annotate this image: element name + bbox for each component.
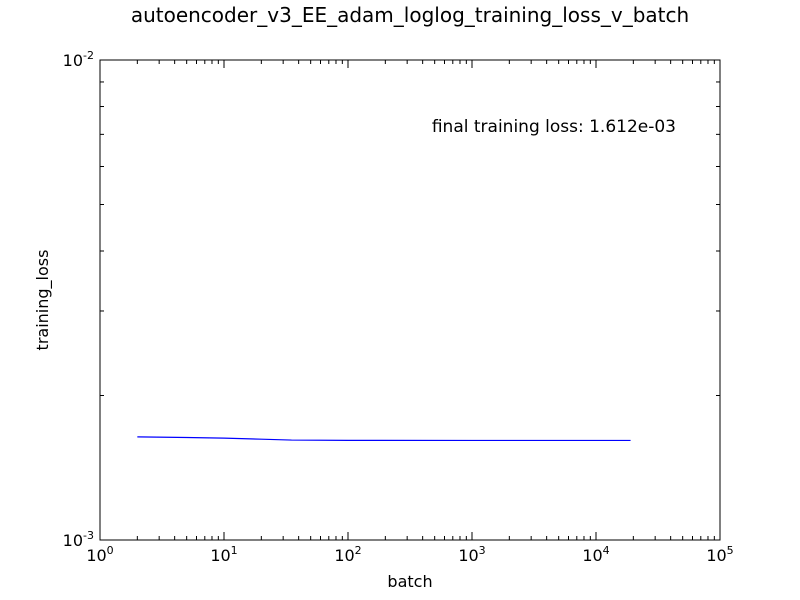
y-tick-label: 10-3 <box>63 529 94 550</box>
minor-ticks <box>100 60 720 540</box>
major-ticks <box>99 59 721 541</box>
x-tick-label: 104 <box>582 544 609 565</box>
series-layer <box>137 436 631 442</box>
x-axis-label: batch <box>387 572 432 591</box>
chart-title: autoencoder_v3_EE_adam_loglog_training_l… <box>131 3 689 27</box>
x-tick-label: 101 <box>210 544 237 565</box>
x-tick-label: 105 <box>706 544 733 565</box>
x-tick-label: 100 <box>86 544 113 565</box>
y-tick-label: 10-2 <box>63 49 94 70</box>
x-tick-label: 103 <box>458 544 485 565</box>
training-loss-line <box>137 436 631 442</box>
plot-frame <box>99 59 721 541</box>
x-tick-label: 102 <box>334 544 361 565</box>
y-axis-label: training_loss <box>33 250 53 351</box>
final-loss-annotation: final training loss: 1.612e-03 <box>432 117 676 137</box>
y-tick-labels: 10-3 10-2 <box>63 49 94 550</box>
x-tick-labels: 100 101 102 103 104 105 <box>86 544 733 565</box>
